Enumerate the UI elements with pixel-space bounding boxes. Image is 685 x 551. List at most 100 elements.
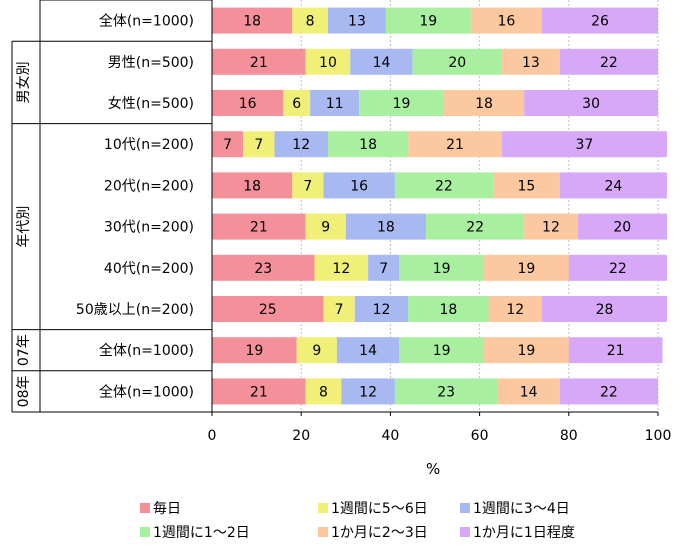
data-label-r8-s2: 14	[359, 343, 377, 359]
data-label-r1-s2: 14	[373, 55, 391, 71]
legend-item-5: 1か月に1日程度	[460, 524, 575, 542]
bar-segment-r6-s0	[212, 254, 315, 281]
bar-segment-r3-s5	[501, 131, 667, 158]
data-label-r7-s4: 12	[506, 302, 524, 318]
bar-segment-r4-s3	[394, 172, 493, 199]
bar-segment-r9-s5	[559, 378, 658, 405]
bar-segment-r8-s0	[212, 337, 297, 364]
bar-segment-r5-s0	[212, 213, 306, 240]
data-label-r1-s4: 13	[522, 55, 540, 71]
bar-segment-r9-s1	[305, 378, 342, 405]
bar-segment-r3-s0	[212, 131, 244, 158]
bar-segment-r2-s4	[443, 90, 525, 116]
group-label-4: 08年	[16, 375, 32, 407]
bar-segment-r4-s2	[323, 172, 395, 199]
bar-segment-r9-s4	[497, 378, 560, 405]
data-label-r3-s3: 18	[359, 137, 377, 153]
category-label-4: 20代(n=200)	[104, 178, 194, 194]
data-label-r0-s5: 26	[591, 14, 609, 30]
legend-label-1: 1週間に5～6日	[331, 501, 428, 517]
data-label-r6-s4: 19	[518, 261, 536, 277]
data-label-r5-s3: 22	[466, 220, 484, 236]
data-label-r8-s1: 9	[312, 343, 321, 359]
data-label-r6-s0: 23	[254, 261, 272, 277]
data-label-r5-s1: 9	[321, 220, 330, 236]
bar-segment-r8-s1	[296, 337, 337, 364]
x-tick-label-100: 100	[645, 428, 672, 444]
data-label-r4-s0: 18	[243, 178, 261, 194]
data-label-r9-s2: 12	[359, 384, 377, 400]
bar-segment-r5-s5	[577, 213, 667, 240]
legend-item-4: 1か月に2～3日	[318, 524, 428, 542]
legend-label-2: 1週間に3～4日	[473, 501, 570, 517]
data-label-r7-s2: 12	[373, 302, 391, 318]
data-label-r8-s4: 19	[518, 343, 536, 359]
legend-label-5: 1か月に1日程度	[473, 525, 575, 541]
data-label-r1-s0: 21	[250, 55, 268, 71]
bar-segment-r7-s5	[542, 296, 667, 322]
bar-segment-r3-s2	[274, 131, 328, 158]
x-tick-label-0: 0	[208, 428, 217, 444]
legend-swatch-3	[140, 527, 150, 537]
bar-segment-r8-s4	[484, 337, 569, 364]
bar-segment-r8-s3	[399, 337, 485, 364]
data-label-r0-s3: 19	[419, 14, 437, 30]
data-label-r8-s3: 19	[433, 343, 451, 359]
legend-label-0: 毎日	[153, 501, 181, 517]
data-label-r0-s2: 13	[348, 14, 366, 30]
bar-segment-r0-s0	[212, 7, 293, 34]
data-label-r4-s2: 16	[350, 178, 368, 194]
data-label-r9-s0: 21	[250, 384, 268, 400]
data-label-r0-s1: 8	[306, 14, 315, 30]
data-label-r2-s0: 16	[239, 96, 257, 112]
bar-segment-r6-s3	[399, 254, 485, 281]
bar-segment-r1-s4	[501, 48, 560, 75]
category-label-0: 全体(n=1000)	[99, 13, 194, 30]
bar-segment-r6-s5	[568, 254, 667, 281]
data-label-r8-s5: 21	[607, 343, 625, 359]
data-label-r2-s3: 19	[393, 96, 411, 112]
data-label-r7-s1: 7	[335, 302, 344, 318]
bar-segment-r1-s5	[559, 48, 658, 75]
data-label-r8-s0: 19	[245, 343, 263, 359]
data-label-r1-s3: 20	[448, 55, 466, 71]
group-label-2: 年代別	[16, 206, 32, 248]
bar-segment-r9-s0	[212, 378, 306, 405]
data-label-r3-s0: 7	[223, 137, 232, 153]
bar-segment-r1-s1	[305, 48, 351, 75]
data-label-r7-s0: 25	[259, 302, 277, 318]
legend-label-4: 1か月に2～3日	[331, 525, 428, 541]
category-label-3: 10代(n=200)	[104, 137, 194, 153]
data-label-r9-s5: 22	[600, 384, 618, 400]
data-label-r3-s5: 37	[575, 137, 593, 153]
bar-segment-r2-s1	[283, 90, 311, 116]
category-label-8: 全体(n=1000)	[99, 342, 194, 359]
data-label-r5-s4: 12	[542, 220, 560, 236]
category-label-7: 50歳以上(n=200)	[76, 302, 194, 318]
bar-segment-r0-s2	[327, 7, 386, 34]
bar-segment-r0-s4	[470, 7, 543, 34]
legend-swatch-0	[140, 503, 150, 513]
data-label-r5-s0: 21	[250, 220, 268, 236]
data-label-r6-s1: 12	[332, 261, 350, 277]
data-label-r6-s3: 19	[433, 261, 451, 277]
bar-segment-r0-s3	[385, 7, 471, 34]
bar-segment-r8-s5	[568, 337, 663, 364]
bar-segment-r9-s3	[394, 378, 498, 405]
category-label-2: 女性(n=500)	[108, 95, 194, 112]
legend-swatch-2	[460, 503, 470, 513]
bar-segment-r6-s1	[314, 254, 369, 281]
data-label-r4-s1: 7	[303, 178, 312, 194]
data-label-r3-s4: 21	[446, 137, 464, 153]
bar-segment-r7-s4	[488, 296, 543, 322]
bar-segment-r8-s2	[336, 337, 400, 364]
bar-segment-r2-s0	[212, 90, 284, 116]
bar-segment-r0-s1	[292, 7, 328, 34]
data-label-r4-s5: 24	[604, 178, 622, 194]
bar-segment-r6-s2	[368, 254, 400, 281]
bar-segment-r3-s1	[243, 131, 275, 158]
group-label-1: 男女別	[15, 61, 32, 103]
x-axis-label: %	[426, 460, 441, 478]
data-label-r1-s1: 10	[319, 55, 337, 71]
bar-segment-r4-s5	[559, 172, 667, 199]
